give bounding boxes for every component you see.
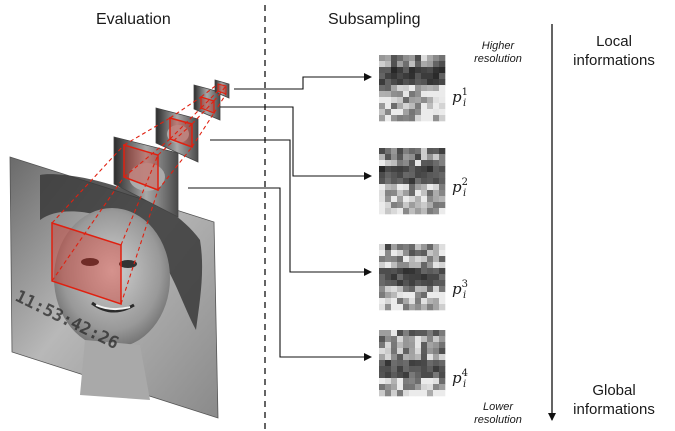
patch-label-3-sup: 3 [462, 279, 468, 290]
patch-label-4-symbol: p [452, 369, 462, 387]
lower-resolution-note: Lower resolution [462, 401, 534, 427]
patch-label-4-sup: 4 [462, 368, 468, 379]
lower-resolution-line-1: Lower [462, 401, 534, 414]
evaluation-header: Evaluation [96, 11, 171, 29]
higher-resolution-note: Higher resolution [462, 40, 534, 66]
patch-label-3-symbol: p [452, 280, 462, 298]
global-label-line-1: Global [556, 381, 672, 400]
patch-thumbnail-4 [379, 330, 445, 396]
patch-label-2-symbol: p [452, 178, 462, 196]
global-information-label: Global informations [556, 381, 672, 419]
patch-thumbnail-2 [379, 148, 445, 214]
patch-label-1-sub: i [463, 98, 466, 109]
patch-grids [379, 55, 445, 396]
lower-resolution-line-2: resolution [462, 414, 534, 427]
patch-thumbnail-3 [379, 244, 445, 310]
patch-label-3: p3i [452, 280, 466, 301]
local-information-label: Local informations [556, 32, 672, 70]
global-label-line-2: informations [556, 400, 672, 419]
higher-resolution-line-1: Higher [462, 40, 534, 53]
patch-label-2-sub: i [463, 188, 466, 199]
local-label-line-1: Local [556, 32, 672, 51]
subsampling-header: Subsampling [328, 11, 421, 29]
patch-label-2: p2i [452, 178, 466, 199]
patch-label-4-sub: i [463, 379, 466, 390]
patch-label-1-sup: 1 [462, 87, 468, 98]
local-label-line-2: informations [556, 51, 672, 70]
patch-thumbnail-1 [379, 55, 445, 121]
patch-label-2-sup: 2 [462, 177, 468, 188]
patch-label-4: p4i [452, 369, 466, 390]
patch-label-3-sub: i [463, 290, 466, 301]
patch-label-1-symbol: p [452, 88, 462, 106]
patch-label-1: p1i [452, 88, 466, 109]
higher-resolution-line-2: resolution [462, 53, 534, 66]
